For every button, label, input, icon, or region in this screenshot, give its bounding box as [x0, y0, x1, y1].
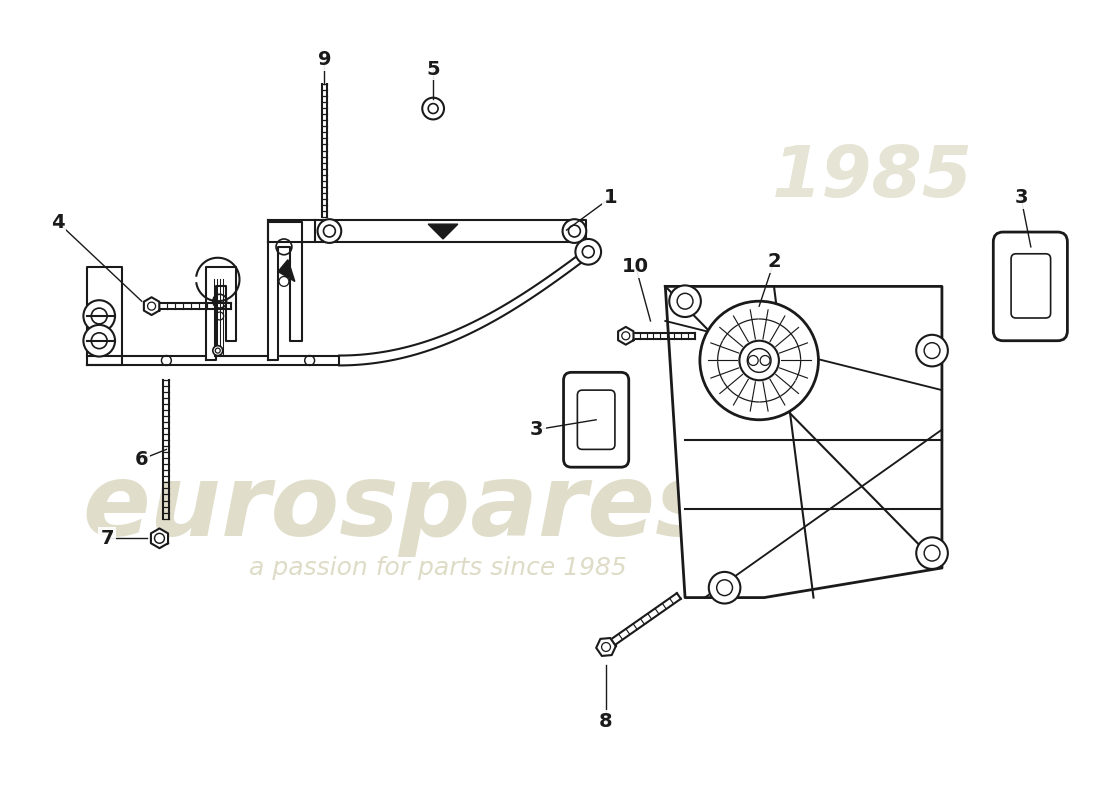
Polygon shape — [151, 529, 168, 548]
Polygon shape — [144, 298, 159, 315]
Text: 6: 6 — [135, 450, 149, 469]
Circle shape — [84, 300, 116, 332]
Circle shape — [700, 302, 818, 420]
Text: 9: 9 — [318, 50, 331, 69]
Polygon shape — [87, 355, 344, 366]
Text: 7: 7 — [100, 529, 114, 548]
Text: 5: 5 — [427, 59, 440, 78]
Circle shape — [739, 341, 779, 380]
Polygon shape — [268, 222, 301, 361]
Polygon shape — [87, 266, 122, 366]
Circle shape — [212, 346, 222, 355]
Text: eurospares: eurospares — [82, 460, 715, 557]
Circle shape — [318, 219, 341, 243]
Polygon shape — [596, 638, 616, 656]
Polygon shape — [278, 260, 295, 282]
Circle shape — [575, 239, 601, 265]
Circle shape — [84, 325, 116, 357]
Text: 1985: 1985 — [772, 143, 974, 212]
Text: 8: 8 — [600, 711, 613, 730]
Circle shape — [708, 572, 740, 603]
Polygon shape — [666, 286, 942, 598]
Polygon shape — [339, 247, 590, 366]
Circle shape — [422, 98, 444, 119]
Text: 10: 10 — [623, 257, 649, 276]
Circle shape — [916, 334, 948, 366]
Text: 1: 1 — [604, 188, 618, 207]
FancyBboxPatch shape — [993, 232, 1067, 341]
Polygon shape — [315, 220, 586, 242]
Circle shape — [669, 286, 701, 317]
Circle shape — [916, 538, 948, 569]
Circle shape — [562, 219, 586, 243]
Polygon shape — [618, 327, 634, 345]
Text: 2: 2 — [767, 252, 781, 271]
Text: 4: 4 — [51, 213, 65, 232]
Polygon shape — [428, 224, 458, 239]
Polygon shape — [206, 266, 235, 361]
Text: a passion for parts since 1985: a passion for parts since 1985 — [250, 556, 627, 580]
FancyBboxPatch shape — [563, 372, 629, 467]
Text: 3: 3 — [530, 420, 543, 439]
Text: 3: 3 — [1014, 188, 1027, 207]
